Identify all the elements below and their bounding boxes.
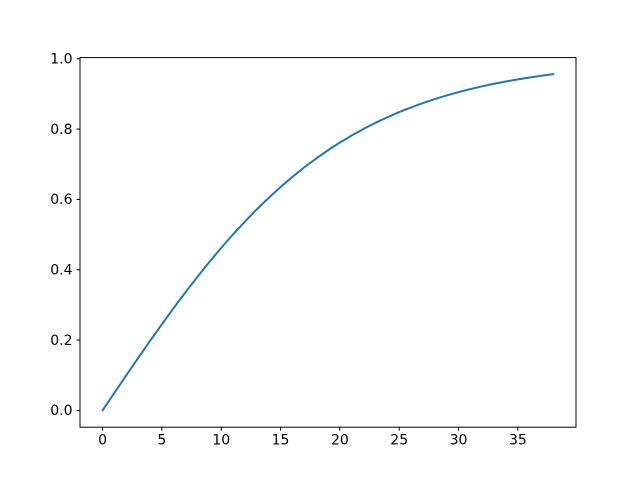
x-tick-label: 35 <box>509 433 527 449</box>
x-tick-label: 0 <box>98 433 107 449</box>
y-tick-label: 0.0 <box>50 403 72 419</box>
y-tick-label: 0.8 <box>50 122 72 138</box>
y-tick-label: 0.4 <box>50 263 72 279</box>
data-line <box>101 73 555 412</box>
x-tick-label: 15 <box>272 433 290 449</box>
axes-spines <box>79 57 577 428</box>
y-tick-label: 1.0 <box>50 52 72 68</box>
x-tick-label: 25 <box>390 433 408 449</box>
plot-area <box>80 57 576 428</box>
x-tick-label: 10 <box>212 433 230 449</box>
y-tick-label: 0.6 <box>50 192 72 208</box>
x-tick-label: 20 <box>331 433 349 449</box>
y-tick-label: 0.2 <box>50 333 72 349</box>
x-tick-label: 5 <box>157 433 166 449</box>
x-tick-label: 30 <box>450 433 468 449</box>
